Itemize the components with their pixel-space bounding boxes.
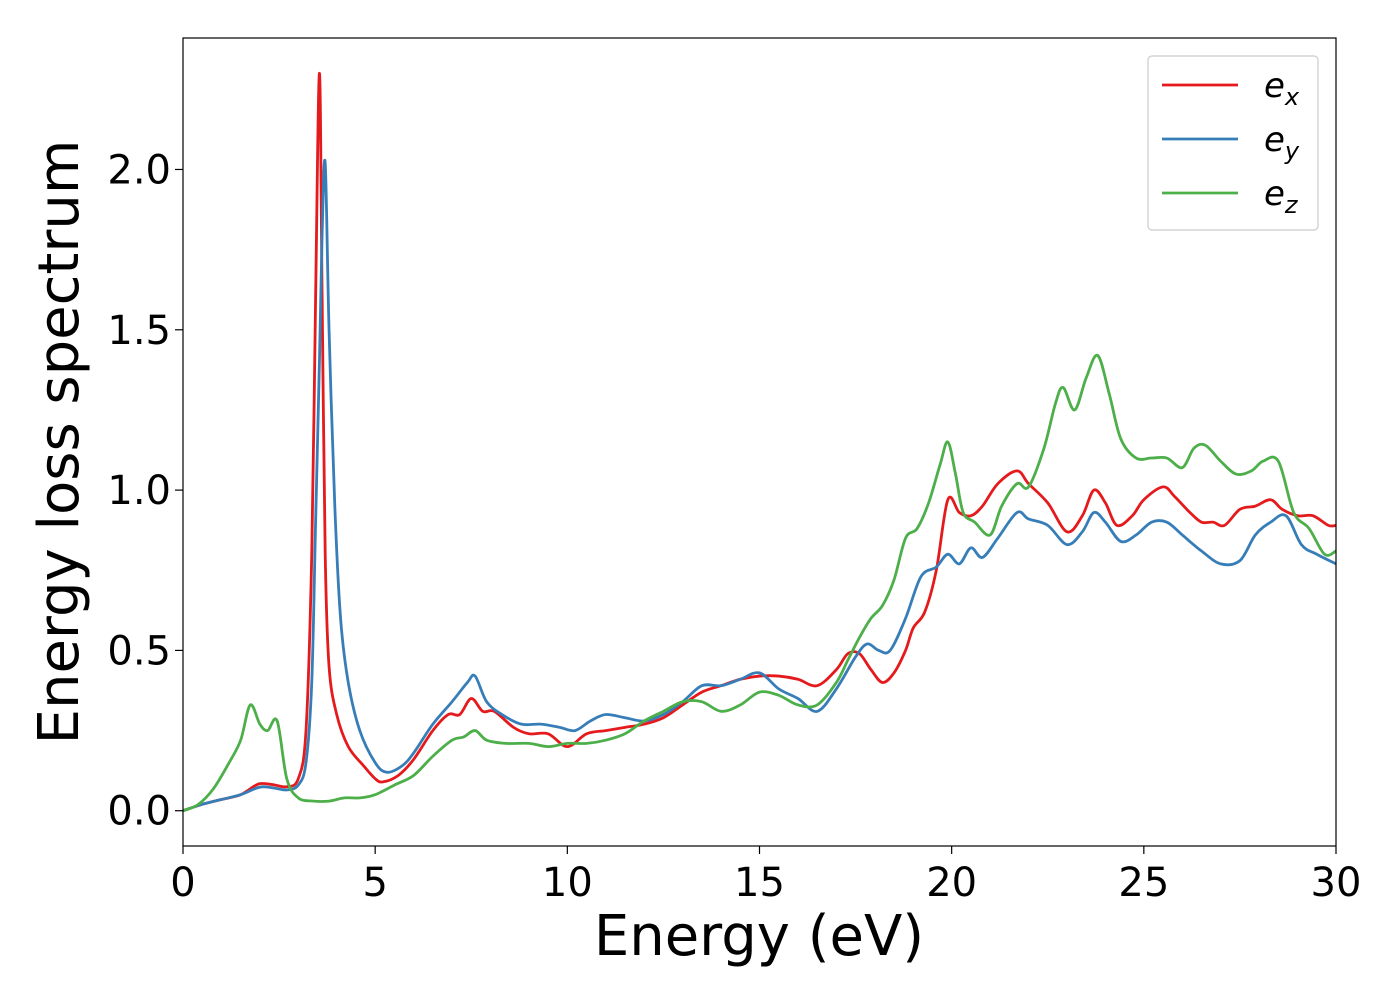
x-tick-label: 0 — [170, 860, 195, 906]
y-tick-label: 1.0 — [107, 468, 171, 514]
x-tick-label: 25 — [1118, 860, 1169, 906]
x-tick-label: 5 — [362, 860, 387, 906]
series-line-ez — [183, 353, 1336, 813]
y-axis-label: Energy loss spectrum — [27, 140, 92, 745]
x-axis-label: Energy (eV) — [594, 904, 924, 969]
ticks-layer: 0 5 10 15 20 25 30 0.0 0.5 1.0 1.5 2.0 — [107, 147, 1361, 906]
y-tick-label: 0.0 — [107, 789, 171, 835]
y-tick-label: 0.5 — [107, 628, 171, 674]
y-tick-label: 1.5 — [107, 308, 171, 354]
x-tick-label: 10 — [542, 860, 593, 906]
series-line-ey — [183, 158, 1336, 813]
x-tick-label: 30 — [1311, 860, 1362, 906]
series-layer — [183, 71, 1336, 813]
legend-label-ex: ex — [1264, 66, 1300, 111]
x-tick-label: 15 — [734, 860, 785, 906]
x-tick-label: 20 — [926, 860, 977, 906]
legend-box — [1147, 55, 1319, 231]
legend-label-ey: ey — [1264, 120, 1300, 165]
y-tick-label: 2.0 — [107, 147, 171, 193]
